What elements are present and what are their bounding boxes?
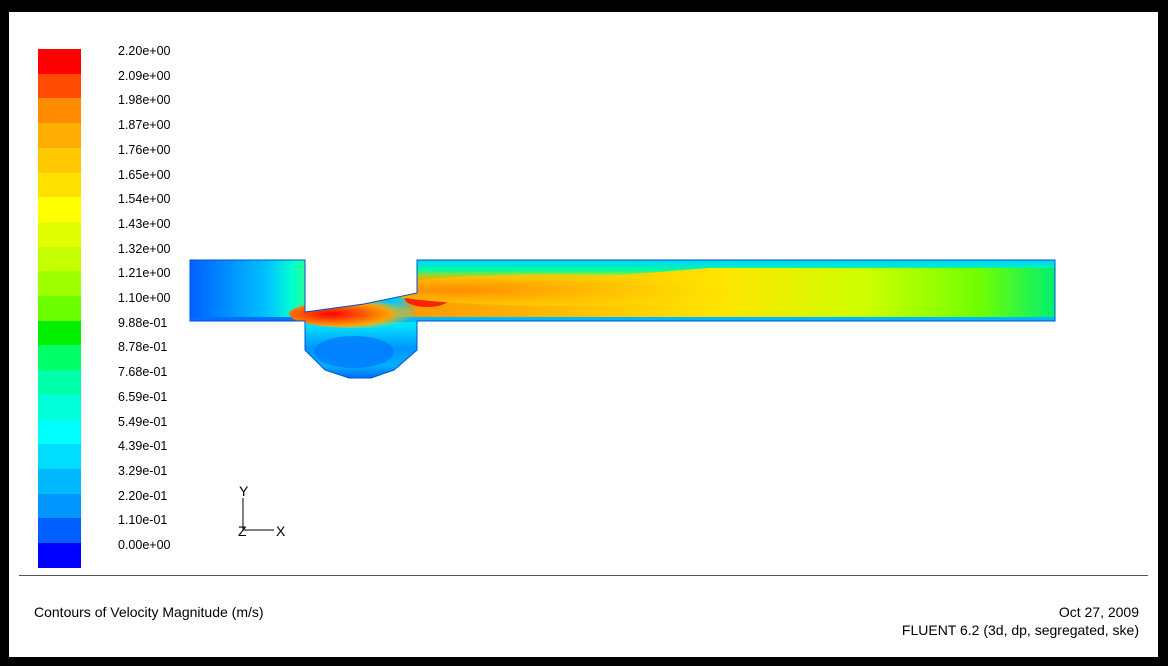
legend-label: 1.32e+00 (118, 241, 171, 256)
legend-label: 2.09e+00 (118, 68, 171, 83)
plot-date: Oct 27, 2009 (1058, 604, 1139, 620)
legend-label: 1.10e-01 (118, 513, 168, 528)
legend-label: 9.88e-01 (118, 315, 168, 330)
legend-label: 1.43e+00 (118, 216, 171, 231)
legend-label: 1.65e+00 (118, 167, 171, 182)
legend-swatch (38, 49, 81, 74)
graphics-window: 2.20e+00 2.09e+00 1.98e+00 1.87e+00 1.76e+00… (9, 12, 1158, 657)
legend-swatch (38, 345, 81, 371)
legend-swatch (38, 123, 81, 149)
y-axis-label: Y (239, 483, 249, 499)
legend-swatch (38, 172, 81, 198)
legend-label: 6.59e-01 (118, 389, 168, 404)
legend-swatch (38, 468, 81, 494)
legend-swatch (38, 221, 81, 247)
z-axis-label: Z (238, 523, 247, 539)
legend-label: 3.29e-01 (118, 463, 168, 478)
software-version: FLUENT 6.2 (3d, dp, segregated, ske) (901, 622, 1139, 638)
legend-label: 1.21e+00 (118, 266, 171, 281)
axis-triad: Y Z X (234, 484, 304, 544)
legend-swatch (38, 543, 81, 568)
legend-swatch (38, 518, 81, 544)
legend-swatch (38, 147, 81, 173)
legend-swatch (38, 197, 81, 223)
legend-label: 2.20e+00 (118, 44, 171, 58)
legend-swatch (38, 320, 81, 346)
legend-swatch (38, 271, 81, 297)
legend-label: 2.20e-01 (118, 488, 168, 503)
legend-label: 0.00e+00 (118, 538, 171, 552)
legend-swatch (38, 394, 81, 420)
x-axis-label: X (276, 523, 286, 539)
legend-label: 8.78e-01 (118, 340, 168, 355)
legend-label: 1.54e+00 (118, 192, 171, 207)
legend-label: 1.87e+00 (118, 118, 171, 133)
legend-swatch (38, 493, 81, 519)
flow-domain (190, 260, 1055, 378)
plot-title: Contours of Velocity Magnitude (m/s) (34, 604, 264, 620)
legend-swatch (38, 73, 81, 99)
legend-swatch (38, 444, 81, 470)
legend-label: 1.10e+00 (118, 291, 171, 305)
caption-panel: Contours of Velocity Magnitude (m/s) Oct… (19, 575, 1148, 650)
legend-swatch (38, 98, 81, 124)
velocity-contour-plot (189, 259, 1056, 379)
legend-label: 7.68e-01 (118, 365, 168, 380)
legend-label: 5.49e-01 (118, 414, 168, 429)
axis-triad-lines (242, 498, 274, 531)
plot-area: 2.20e+00 2.09e+00 1.98e+00 1.87e+00 1.76e+00… (9, 12, 1158, 576)
legend-swatch (38, 246, 81, 272)
legend-swatch (38, 296, 81, 321)
legend-swatch (38, 370, 81, 396)
legend-label: 1.98e+00 (118, 93, 171, 108)
legend-label: 1.76e+00 (118, 142, 171, 157)
legend-swatch (38, 419, 81, 445)
legend-label: 4.39e-01 (118, 439, 168, 454)
